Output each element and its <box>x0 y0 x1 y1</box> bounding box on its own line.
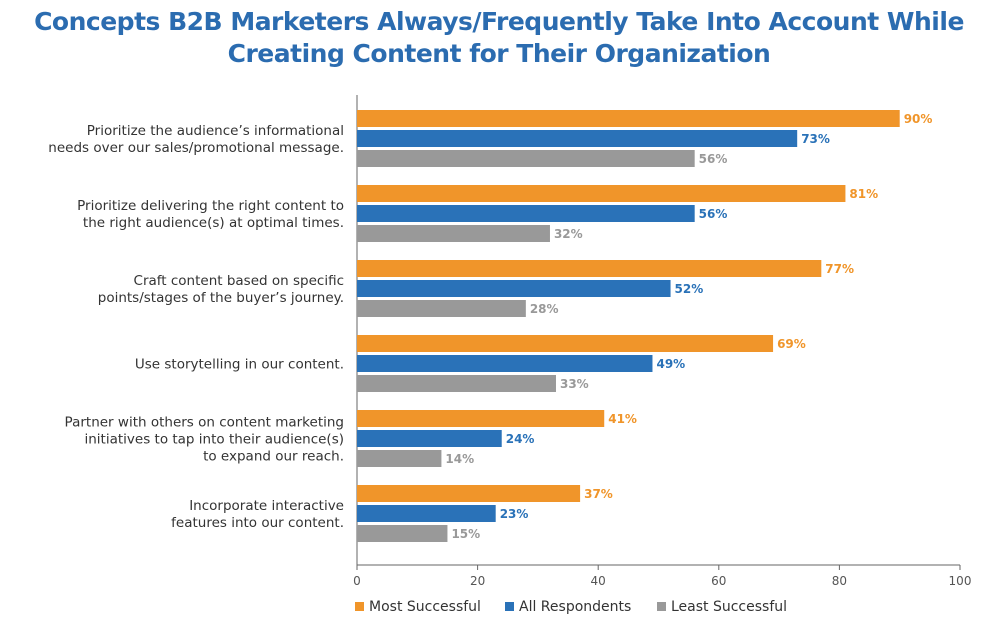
bar <box>357 150 695 167</box>
bar <box>357 300 526 317</box>
data-label: 73% <box>801 132 830 146</box>
x-tick-label: 0 <box>353 574 361 588</box>
bar <box>357 450 442 467</box>
chart-title-line-1: Concepts B2B Marketers Always/Frequently… <box>34 7 964 36</box>
data-label: 90% <box>904 112 933 126</box>
bar <box>357 280 671 297</box>
data-label: 49% <box>656 357 685 371</box>
chart-title: Concepts B2B Marketers Always/Frequently… <box>0 6 998 70</box>
category-label: Craft content based on specific <box>134 273 344 289</box>
x-tick-label: 100 <box>949 574 972 588</box>
category-label: initiatives to tap into their audience(s… <box>84 432 344 448</box>
data-label: 37% <box>584 487 613 501</box>
category-label: Incorporate interactive <box>189 498 344 514</box>
bar <box>357 225 550 242</box>
data-label: 32% <box>554 227 583 241</box>
data-label: 77% <box>825 262 854 276</box>
bar <box>357 430 502 447</box>
category-label: Use storytelling in our content. <box>135 357 344 373</box>
x-tick-label: 60 <box>711 574 726 588</box>
bar <box>357 110 900 127</box>
data-label: 56% <box>699 207 728 221</box>
data-label: 15% <box>451 527 480 541</box>
legend-label: All Respondents <box>519 599 631 615</box>
data-label: 14% <box>445 452 474 466</box>
category-label: points/stages of the buyer’s journey. <box>98 290 344 306</box>
x-tick-label: 80 <box>832 574 847 588</box>
legend-swatch <box>657 602 666 611</box>
bar <box>357 130 798 147</box>
legend-swatch <box>355 602 364 611</box>
bar <box>357 205 695 222</box>
bar <box>357 525 448 542</box>
data-label: 33% <box>560 377 589 391</box>
data-label: 28% <box>530 302 559 316</box>
data-label: 23% <box>500 507 529 521</box>
bar <box>357 355 653 372</box>
legend-label: Most Successful <box>369 599 481 615</box>
data-label: 81% <box>849 187 878 201</box>
category-label: features into our content. <box>171 515 344 531</box>
category-label: Prioritize the audience’s informational <box>87 123 344 139</box>
category-label: Partner with others on content marketing <box>65 415 344 431</box>
legend-swatch <box>505 602 514 611</box>
bar <box>357 375 556 392</box>
chart-title-line-2: Creating Content for Their Organization <box>227 39 771 68</box>
legend-label: Least Successful <box>671 599 787 615</box>
x-tick-label: 20 <box>470 574 485 588</box>
category-label: Prioritize delivering the right content … <box>77 198 344 214</box>
x-tick-label: 40 <box>591 574 606 588</box>
category-label: needs over our sales/promotional message… <box>48 140 344 156</box>
bar <box>357 505 496 522</box>
category-label: the right audience(s) at optimal times. <box>83 215 344 231</box>
data-label: 52% <box>675 282 704 296</box>
bar <box>357 410 605 427</box>
data-label: 56% <box>699 152 728 166</box>
category-label: to expand our reach. <box>203 449 344 465</box>
bar <box>357 485 581 502</box>
data-label: 69% <box>777 337 806 351</box>
bar <box>357 260 822 277</box>
data-label: 41% <box>608 412 637 426</box>
bar <box>357 185 846 202</box>
data-label: 24% <box>506 432 535 446</box>
bar <box>357 335 774 352</box>
